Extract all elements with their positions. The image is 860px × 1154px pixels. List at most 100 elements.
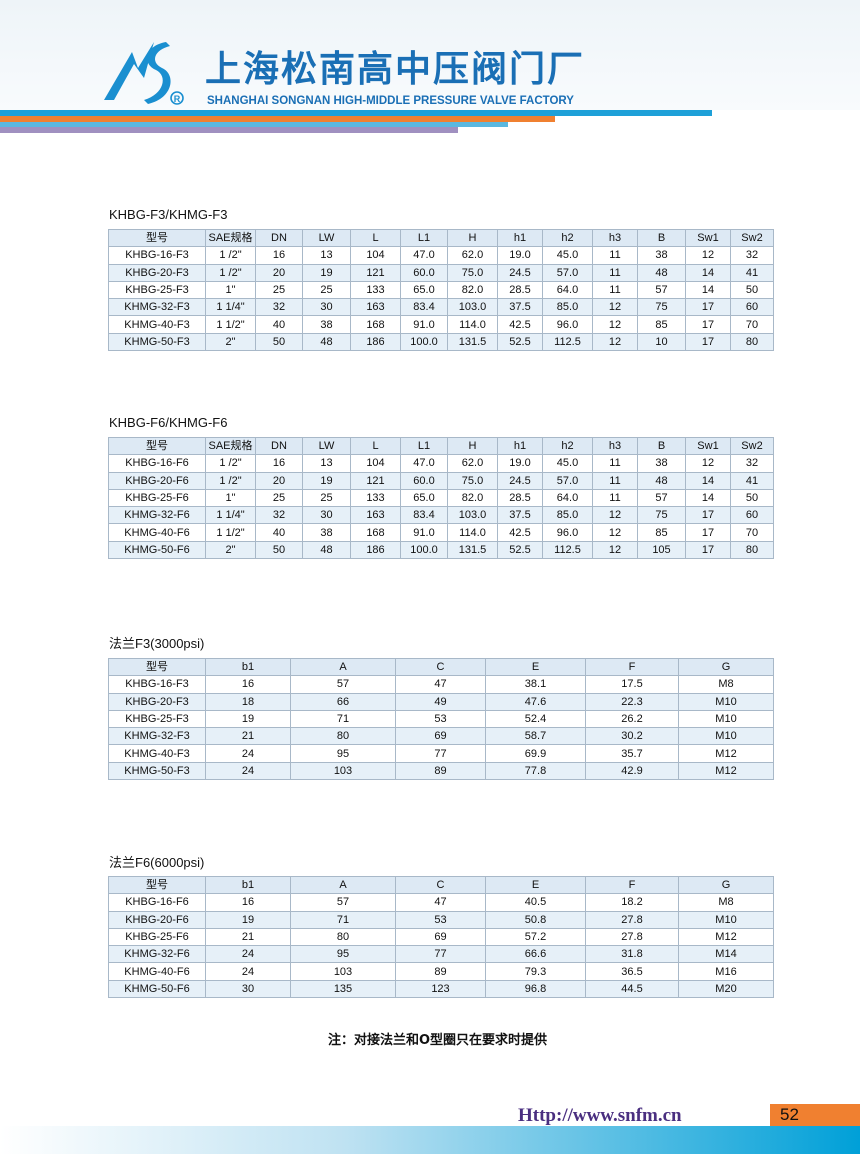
table-cell: 186 — [350, 332, 401, 352]
stripe-purple — [0, 127, 458, 133]
column-header: b1 — [205, 657, 291, 677]
table-cell: 19 — [205, 709, 291, 729]
table-cell: 77.8 — [485, 761, 586, 781]
stripe-blue — [0, 110, 712, 116]
table-cell: 25 — [302, 280, 351, 300]
table-cell: 62.0 — [447, 454, 498, 473]
table-cell: 75.0 — [447, 263, 498, 282]
table-cell: 60.0 — [400, 263, 448, 282]
table-row: KHMG-40-F6 1 1/2" 40 38 168 91.0 114.0 42.5 96.0… — [108, 523, 774, 542]
table-cell: 66.6 — [485, 945, 586, 964]
footnote: 注：对接法兰和O型圈只在要求时提供 — [327, 1033, 548, 1048]
table-cell: 168 — [350, 315, 401, 334]
table-cell: M14 — [678, 945, 774, 964]
table-cell: KHMG-32-F6 — [108, 945, 206, 964]
table-cell: 37.5 — [497, 298, 543, 317]
table-cell: 16 — [205, 893, 291, 912]
table-cell: 20 — [255, 471, 303, 490]
header-background — [0, 0, 860, 110]
table-cell: KHMG-40-F3 — [108, 315, 206, 334]
table-cell: 85.0 — [542, 298, 593, 317]
flange-table-f3: 型号 b1 A C E F G KHBG-16-F3 16 57 47 38.1 17.5 M8 KHBG-… — [108, 657, 774, 781]
table-cell: 28.5 — [497, 280, 543, 300]
table-cell: 16 — [255, 454, 303, 473]
table-cell: 12 — [592, 315, 638, 334]
table-cell: 133 — [350, 488, 401, 508]
table-cell: 19.0 — [497, 246, 543, 265]
table-cell: 2" — [205, 332, 256, 352]
table-cell: 71 — [290, 910, 396, 929]
table-cell: 24 — [205, 761, 291, 781]
column-header: LW — [302, 228, 351, 248]
table-cell: 30 — [302, 298, 351, 317]
column-header: h2 — [542, 436, 593, 456]
column-header: DN — [255, 228, 303, 248]
table-cell: 103.0 — [447, 298, 498, 317]
table-cell: 27.8 — [585, 927, 679, 947]
table-cell: 131.5 — [447, 332, 498, 352]
table-cell: 57 — [637, 280, 686, 300]
table-cell: 18 — [205, 692, 291, 711]
table-cell: KHMG-40-F6 — [108, 962, 206, 981]
table-cell: 95 — [290, 744, 396, 763]
table-cell: 112.5 — [542, 332, 593, 352]
table-row: KHBG-25-F6 21 80 69 57.2 27.8 M12 — [108, 927, 774, 947]
table-cell: 1 1/2" — [205, 315, 256, 334]
table-cell: 14 — [685, 488, 731, 508]
table-cell: 112.5 — [542, 540, 593, 560]
table-cell: 1 /2" — [205, 263, 256, 282]
table-cell: 41 — [730, 471, 774, 490]
table-cell: 48 — [637, 471, 686, 490]
table-cell: 19 — [302, 471, 351, 490]
table-cell: KHBG-20-F6 — [108, 471, 206, 490]
table-cell: 69.9 — [485, 744, 586, 763]
table-cell: 65.0 — [400, 488, 448, 508]
table-cell: 47.0 — [400, 246, 448, 265]
table-cell: 114.0 — [447, 315, 498, 334]
column-header: F — [585, 875, 679, 895]
table-cell: 103 — [290, 962, 396, 981]
column-header: SAE规格 — [205, 228, 256, 248]
table-cell: 16 — [205, 675, 291, 694]
table-cell: 12 — [592, 540, 638, 560]
table-cell: 104 — [350, 246, 401, 265]
table-cell: 82.0 — [447, 280, 498, 300]
table-cell: 1 /2" — [205, 454, 256, 473]
table-cell: 32 — [255, 298, 303, 317]
table-cell: 135 — [290, 979, 396, 999]
table-cell: 18.2 — [585, 893, 679, 912]
table-cell: 114.0 — [447, 523, 498, 542]
table-cell: KHBG-20-F6 — [108, 910, 206, 929]
table-cell: 82.0 — [447, 488, 498, 508]
table-cell: M8 — [678, 675, 774, 694]
table-row: KHMG-40-F3 1 1/2" 40 38 168 91.0 114.0 42.5 96.0… — [108, 315, 774, 334]
table-cell: 131.5 — [447, 540, 498, 560]
table-cell: 12 — [592, 298, 638, 317]
table-cell: 38.1 — [485, 675, 586, 694]
table-cell: 14 — [685, 471, 731, 490]
table-cell: 1" — [205, 488, 256, 508]
table-row: KHBG-16-F6 1 /2" 16 13 104 47.0 62.0 19.0 45.0 11… — [108, 454, 774, 473]
table-cell: 20 — [255, 263, 303, 282]
table-cell: 45.0 — [542, 246, 593, 265]
table-cell: KHMG-32-F3 — [108, 727, 206, 746]
table-cell: 121 — [350, 263, 401, 282]
column-header: h3 — [592, 436, 638, 456]
table-cell: KHBG-25-F3 — [108, 280, 206, 300]
svg-text:R: R — [174, 94, 181, 104]
table-cell: 17 — [685, 523, 731, 542]
website-link[interactable]: Http://www.snfm.cn — [518, 1105, 682, 1126]
table-cell: M12 — [678, 761, 774, 781]
table-cell: M16 — [678, 962, 774, 981]
table-cell: 11 — [592, 280, 638, 300]
footer-bar — [0, 1126, 860, 1154]
table-cell: 22.3 — [585, 692, 679, 711]
table-cell: 24 — [205, 945, 291, 964]
table-cell: KHMG-50-F3 — [108, 761, 206, 781]
table-cell: 85 — [637, 315, 686, 334]
table-cell: 32 — [730, 454, 774, 473]
column-header: DN — [255, 436, 303, 456]
section-title: KHBG-F3/KHMG-F3 — [109, 207, 228, 222]
